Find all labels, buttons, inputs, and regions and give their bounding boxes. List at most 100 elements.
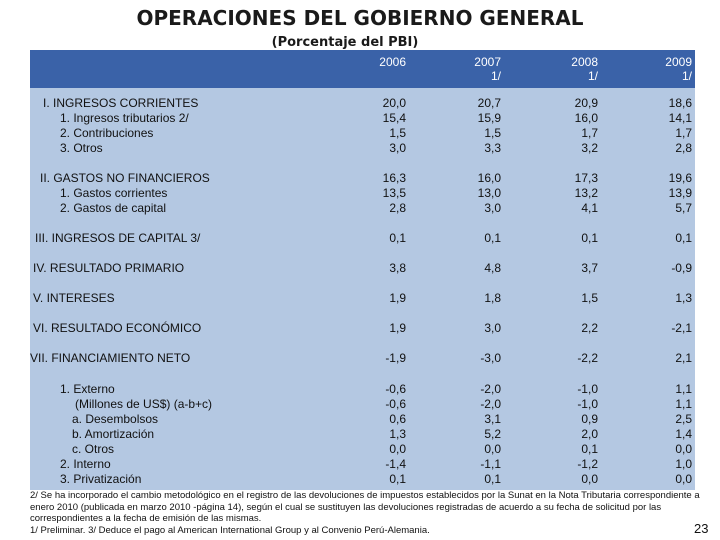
row-value: 0,1 [581, 442, 598, 456]
row-value: -2,0 [480, 397, 501, 411]
row-value: 3,7 [581, 261, 598, 275]
row-value: 3,0 [484, 201, 501, 215]
table-row: V. INTERESES 1,9 1,8 1,5 1,3 [0, 291, 720, 306]
row-value: 13,5 [382, 186, 406, 200]
row-value: 0,1 [484, 472, 501, 486]
table-row: b. Amortización 1,3 5,2 2,0 1,4 [0, 427, 720, 442]
row-value: 2,5 [675, 412, 692, 426]
row-value: 0,6 [389, 412, 406, 426]
row-value: 3,3 [484, 141, 501, 155]
row-label: IV. RESULTADO PRIMARIO [33, 261, 185, 275]
row-value: -0,6 [385, 382, 406, 396]
row-value: 16,0 [574, 111, 598, 125]
year-label: 2008 [571, 55, 598, 69]
row-value: 13,0 [477, 186, 501, 200]
row-value: 15,9 [477, 111, 501, 125]
row-value: 16,0 [477, 171, 501, 185]
row-value: 4,8 [484, 261, 501, 275]
row-value: 4,1 [581, 201, 598, 215]
row-value: 3,2 [581, 141, 598, 155]
row-value: 1,9 [389, 321, 406, 335]
row-label: I. INGRESOS CORRIENTES [43, 96, 199, 110]
table-row: 3. Otros 3,0 3,3 3,2 2,8 [0, 141, 720, 156]
row-value: 20,0 [382, 96, 406, 110]
table-row: 2. Gastos de capital 2,8 3,0 4,1 5,7 [0, 201, 720, 216]
row-label: a. Desembolsos [72, 412, 159, 426]
table-row: a. Desembolsos 0,6 3,1 0,9 2,5 [0, 412, 720, 427]
row-value: -1,9 [385, 351, 406, 365]
table-header [30, 50, 695, 88]
row-value: 16,3 [382, 171, 406, 185]
row-label: (Millones de US$) (a-b+c) [75, 397, 213, 411]
row-value: 18,6 [668, 96, 692, 110]
row-label: b. Amortización [72, 427, 155, 441]
row-value: -3,0 [480, 351, 501, 365]
year-note: 1/ [587, 69, 598, 83]
table-row: 1. Gastos corrientes 13,5 13,0 13,2 13,9 [0, 186, 720, 201]
row-value: -1,0 [577, 397, 598, 411]
row-value: 0,0 [484, 442, 501, 456]
row-value: 17,3 [574, 171, 598, 185]
table-row: II. GASTOS NO FINANCIEROS 16,3 16,0 17,3… [0, 171, 720, 186]
row-value: 15,4 [382, 111, 406, 125]
row-label: 2. Interno [60, 457, 111, 471]
row-value: -1,0 [577, 382, 598, 396]
row-value: 0,0 [389, 442, 406, 456]
row-value: -1,2 [577, 457, 598, 471]
year-header-2009: 2009 1/ [632, 55, 692, 83]
row-value: 13,9 [668, 186, 692, 200]
table-row: c. Otros 0,0 0,0 0,1 0,0 [0, 442, 720, 457]
row-value: 1,3 [389, 427, 406, 441]
year-header-2007: 2007 1/ [441, 55, 501, 83]
row-value: 0,0 [581, 472, 598, 486]
row-value: 2,2 [581, 321, 598, 335]
row-label: III. INGRESOS DE CAPITAL 3/ [35, 231, 201, 245]
table-row: VII. FINANCIAMIENTO NETO -1,9 -3,0 -2,2 … [0, 351, 720, 366]
row-value: 0,1 [581, 231, 598, 245]
row-label: c. Otros [72, 442, 115, 456]
row-value: 1,4 [675, 427, 692, 441]
table-row: IV. RESULTADO PRIMARIO 3,8 4,8 3,7 -0,9 [0, 261, 720, 276]
table-row: I. INGRESOS CORRIENTES 20,0 20,7 20,9 18… [0, 96, 720, 111]
row-value: 2,8 [389, 201, 406, 215]
row-value: 3,1 [484, 412, 501, 426]
table-row: (Millones de US$) (a-b+c) -0,6 -2,0 -1,0… [0, 397, 720, 412]
table-row: 2. Contribuciones 1,5 1,5 1,7 1,7 [0, 126, 720, 141]
row-value: 1,1 [675, 382, 692, 396]
row-label: 3. Otros [60, 141, 103, 155]
row-value: 0,0 [675, 472, 692, 486]
row-value: -1,4 [385, 457, 406, 471]
row-value: 2,0 [581, 427, 598, 441]
row-value: 19,6 [668, 171, 692, 185]
page-number: 23 [694, 521, 709, 536]
row-value: 1,3 [675, 291, 692, 305]
year-label: 2006 [379, 55, 406, 69]
row-label: 3. Privatización [60, 472, 142, 486]
row-label: II. GASTOS NO FINANCIEROS [40, 171, 210, 185]
row-value: 0,1 [389, 231, 406, 245]
table-row: 3. Privatización 0,1 0,1 0,0 0,0 [0, 472, 720, 487]
table-row: III. INGRESOS DE CAPITAL 3/ 0,1 0,1 0,1 … [0, 231, 720, 246]
row-value: 3,0 [484, 321, 501, 335]
row-value: 2,1 [675, 351, 692, 365]
row-value: 5,7 [675, 201, 692, 215]
row-label: V. INTERESES [33, 291, 115, 305]
row-label: 2. Gastos de capital [60, 201, 167, 215]
row-value: -2,2 [577, 351, 598, 365]
row-value: 2,8 [675, 141, 692, 155]
row-label: 2. Contribuciones [60, 126, 154, 140]
page-subtitle: (Porcentaje del PBI) [271, 35, 419, 50]
table-row: VI. RESULTADO ECONÓMICO 1,9 3,0 2,2 -2,1 [0, 321, 720, 336]
row-label: VII. FINANCIAMIENTO NETO [30, 351, 191, 365]
footnotes: 2/ Se ha incorporado el cambio metodológ… [30, 490, 700, 536]
row-value: 0,1 [675, 231, 692, 245]
row-value: 13,2 [574, 186, 598, 200]
row-label: 1. Externo [60, 382, 115, 396]
row-value: 0,9 [581, 412, 598, 426]
year-label: 2007 [474, 55, 501, 69]
table-row: 2. Interno -1,4 -1,1 -1,2 1,0 [0, 457, 720, 472]
row-value: -2,0 [480, 382, 501, 396]
row-value: 0,1 [484, 231, 501, 245]
row-value: 5,2 [484, 427, 501, 441]
row-label: 1. Ingresos tributarios 2/ [60, 111, 189, 125]
